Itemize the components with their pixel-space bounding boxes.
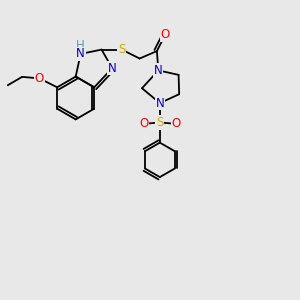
Text: O: O xyxy=(160,28,170,41)
Text: N: N xyxy=(76,47,85,60)
Text: N: N xyxy=(108,62,116,75)
Text: N: N xyxy=(154,64,163,77)
Text: O: O xyxy=(35,72,44,85)
Text: H: H xyxy=(76,39,85,52)
Text: N: N xyxy=(155,97,164,110)
Text: O: O xyxy=(172,117,181,130)
Text: S: S xyxy=(156,116,164,129)
Text: O: O xyxy=(139,117,148,130)
Text: S: S xyxy=(118,43,125,56)
